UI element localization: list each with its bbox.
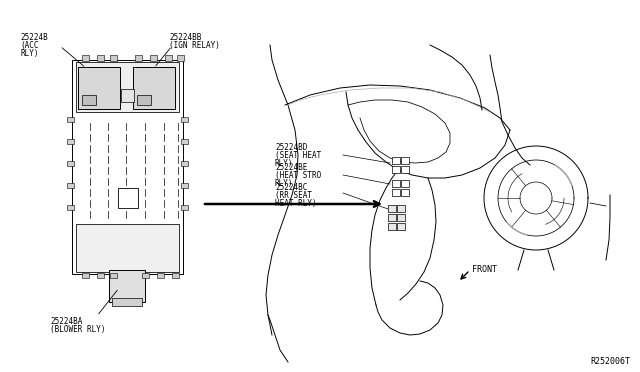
Text: (RR SEAT: (RR SEAT [275,191,312,200]
Bar [165,55,172,61]
Bar [392,166,400,173]
Bar [181,117,188,122]
Text: RLY): RLY) [20,49,38,58]
Bar [67,139,74,144]
Bar [397,223,405,230]
Bar [67,183,74,188]
Bar [401,157,409,164]
Text: 25224BC: 25224BC [275,183,307,192]
Text: (HEAT STRO: (HEAT STRO [275,171,321,180]
Bar [388,205,396,212]
Bar [392,157,400,164]
Bar [157,273,164,278]
Bar [181,161,188,166]
Text: RLY): RLY) [275,159,294,168]
Bar [76,224,179,272]
Bar [97,273,104,278]
Bar [97,55,104,61]
Bar [118,188,138,208]
Bar [397,205,405,212]
Bar [181,205,188,210]
Bar [82,55,89,61]
Bar [397,214,405,221]
Bar [135,55,142,61]
Text: HEAT RLY): HEAT RLY) [275,199,317,208]
Bar [76,62,179,112]
Bar [67,161,74,166]
Bar [137,95,151,105]
Bar [133,67,175,109]
Bar [401,180,409,187]
Bar [401,166,409,173]
Bar [142,273,149,278]
Bar [78,67,120,109]
Text: 25224BE: 25224BE [275,163,307,172]
Bar [82,273,89,278]
Bar [82,95,96,105]
Bar [67,205,74,210]
Bar [150,55,157,61]
Text: 25224B: 25224B [20,33,48,42]
Text: (ACC: (ACC [20,41,38,50]
Text: RLY): RLY) [275,179,294,188]
Bar [72,60,183,274]
Text: 25224BD: 25224BD [275,143,307,152]
Bar [112,298,142,306]
Bar [67,117,74,122]
Bar [392,189,400,196]
Text: (IGN RELAY): (IGN RELAY) [169,41,220,50]
Bar [401,189,409,196]
Text: (SEAT HEAT: (SEAT HEAT [275,151,321,160]
Bar [172,273,179,278]
Bar [121,89,134,102]
Bar [181,183,188,188]
Text: FRONT: FRONT [472,265,497,274]
Text: 25224BB: 25224BB [169,33,202,42]
Bar [109,270,145,302]
Bar [177,55,184,61]
Bar [181,139,188,144]
Text: 25224BA: 25224BA [50,317,83,326]
Bar [110,273,117,278]
Bar [392,180,400,187]
Bar [388,214,396,221]
Text: R252006T: R252006T [590,357,630,366]
Bar [388,223,396,230]
Bar [110,55,117,61]
Text: (BLOWER RLY): (BLOWER RLY) [50,325,106,334]
